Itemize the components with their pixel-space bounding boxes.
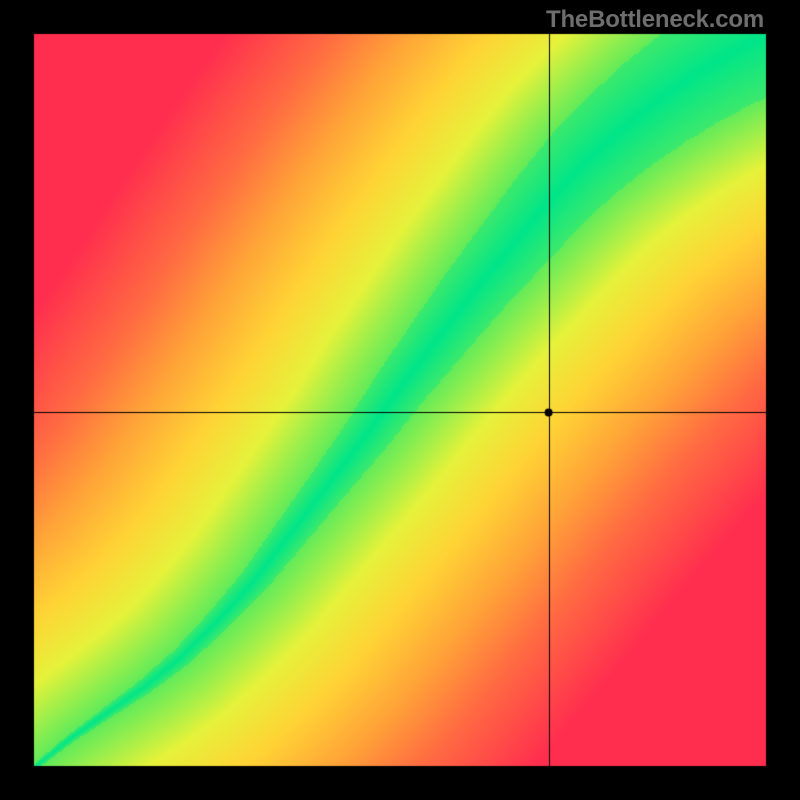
bottleneck-heatmap [0, 0, 800, 800]
watermark-label: TheBottleneck.com [546, 6, 764, 34]
chart-frame: TheBottleneck.com [0, 0, 800, 800]
